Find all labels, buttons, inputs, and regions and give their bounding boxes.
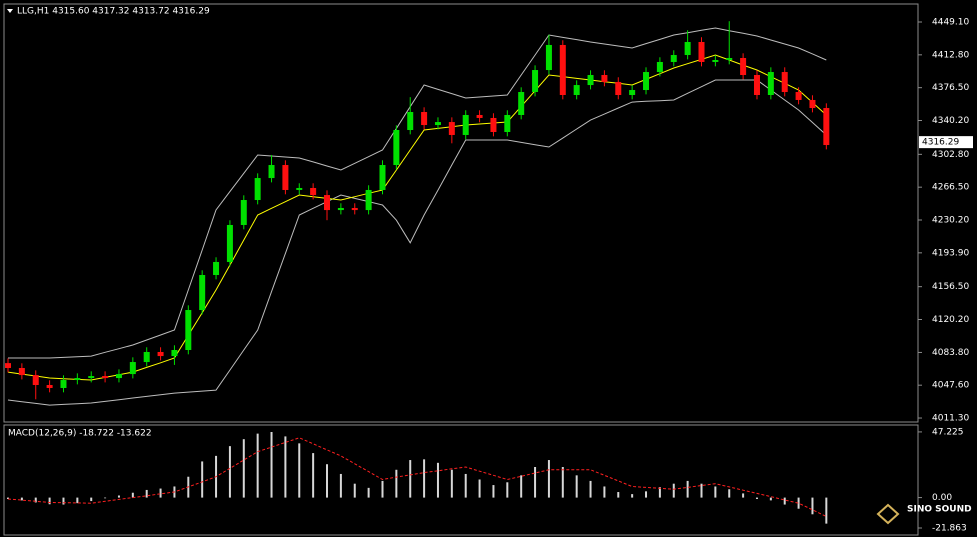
candle-body xyxy=(185,310,192,350)
candle-body xyxy=(684,41,691,56)
candle-body xyxy=(767,72,774,95)
y-tick-label: 4120.20 xyxy=(932,315,969,325)
candle-body xyxy=(753,75,760,95)
candle-body xyxy=(393,130,400,166)
y-tick-label: 4047.60 xyxy=(932,381,969,391)
y-tick-label: 4083.80 xyxy=(932,348,969,358)
y-tick-label: 4412.80 xyxy=(932,50,969,60)
candle-body xyxy=(698,41,705,62)
candle-body xyxy=(310,187,317,196)
candle-body xyxy=(462,114,469,135)
menu-arrow[interactable] xyxy=(7,9,13,13)
candle-body xyxy=(157,351,164,357)
candle-body xyxy=(171,349,178,357)
candle-body xyxy=(670,55,677,62)
bollinger-upper xyxy=(8,27,827,359)
candle-body xyxy=(476,114,483,118)
macd-signal xyxy=(7,437,827,517)
price-box xyxy=(919,136,973,149)
y-tick-label: 4193.90 xyxy=(932,248,969,258)
candle-body xyxy=(5,363,11,368)
current-price-label: 4316.29 xyxy=(922,138,959,148)
candle-body xyxy=(296,187,303,190)
candle-body xyxy=(601,75,608,82)
candle-body xyxy=(629,90,636,95)
candle-body xyxy=(365,189,372,211)
logo-icon xyxy=(876,503,900,525)
candle-body xyxy=(504,114,511,132)
candle-body xyxy=(282,165,289,190)
y-tick-label: 4266.50 xyxy=(932,183,969,193)
y-tick-label: 4156.50 xyxy=(932,282,969,292)
candle-body xyxy=(434,122,441,126)
candle-body xyxy=(337,207,344,211)
main-panel xyxy=(3,3,919,423)
candle-body xyxy=(115,374,122,379)
logo-text: SINO SOUND xyxy=(907,505,972,515)
candle-body xyxy=(712,59,719,62)
candle-body xyxy=(545,44,552,71)
candle-body xyxy=(102,376,109,379)
candle-body xyxy=(795,92,802,100)
candle-body xyxy=(324,195,331,211)
macd-tick-label: 47.225 xyxy=(932,427,964,437)
candle-body xyxy=(781,72,788,93)
candle-body xyxy=(823,108,830,146)
candle-body xyxy=(60,380,67,388)
macd-panel xyxy=(3,424,919,536)
candle-body xyxy=(532,70,539,93)
candle-body xyxy=(379,165,386,190)
candle-body xyxy=(254,178,261,201)
moving-average xyxy=(7,54,827,381)
candle-body xyxy=(573,85,580,95)
candle-body xyxy=(407,112,414,131)
candle-body xyxy=(809,99,816,109)
y-tick-label: 4376.50 xyxy=(932,83,969,93)
candle-body xyxy=(199,275,206,311)
y-tick-label: 4011.30 xyxy=(932,414,969,424)
candle-body xyxy=(587,75,594,86)
candle-body xyxy=(226,224,233,262)
candle-body xyxy=(656,61,663,73)
y-tick-label: 4302.80 xyxy=(932,150,969,160)
candle-body xyxy=(129,362,136,375)
candle-body xyxy=(643,72,650,91)
macd-label: MACD(12,26,9) -18.722 -13.622 xyxy=(8,429,152,439)
logo: SINO SOUND xyxy=(876,503,972,525)
candle-body xyxy=(559,44,566,95)
candle-body xyxy=(448,122,455,135)
candle-body xyxy=(421,112,428,126)
candle-body xyxy=(32,375,39,386)
macd-tick-label: 0.00 xyxy=(932,493,952,503)
candle-body xyxy=(268,165,275,179)
candle-body xyxy=(490,117,497,132)
candle-body xyxy=(726,58,733,60)
y-tick-label: 4340.20 xyxy=(932,116,969,126)
candle-body xyxy=(18,367,25,376)
y-tick-label: 4449.10 xyxy=(932,18,969,28)
candle-body xyxy=(240,200,247,225)
chart-header: LLG,H1 4315.60 4317.32 4313.72 4316.29 xyxy=(17,7,210,17)
y-tick-label: 4230.20 xyxy=(932,216,969,226)
candle-body xyxy=(351,207,358,211)
candle-body xyxy=(518,92,525,115)
candle-body xyxy=(46,385,53,388)
candle-body xyxy=(88,376,95,379)
macd-tick-label: -21.863 xyxy=(932,523,967,533)
candle-body xyxy=(143,351,150,363)
candle-body xyxy=(615,81,622,95)
candle-body xyxy=(213,261,220,276)
candle-body xyxy=(740,58,747,76)
bollinger-lower xyxy=(7,79,827,406)
candle-body xyxy=(74,378,81,381)
